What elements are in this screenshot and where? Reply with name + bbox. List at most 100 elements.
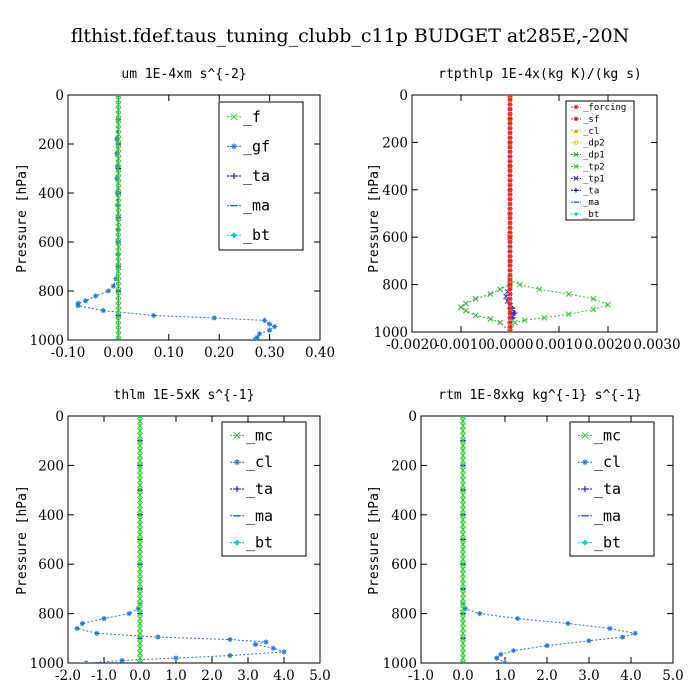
data-point <box>137 585 143 592</box>
data-point <box>115 106 122 113</box>
data-point <box>94 630 100 636</box>
data-point <box>110 283 116 289</box>
data-point <box>507 253 513 259</box>
data-point <box>115 234 122 241</box>
data-point <box>115 224 122 231</box>
x-tick-label: 2.0 <box>536 668 557 684</box>
data-point <box>460 432 466 439</box>
panel-rtpthlp: rtpthlp 1E-4x(kg K)/(kg s) Pressure [hPa… <box>367 67 681 353</box>
data-point <box>115 121 122 128</box>
data-point <box>137 501 143 508</box>
legend-label: _tp2 <box>583 162 605 172</box>
legend-item: _f <box>227 108 261 126</box>
data-point <box>460 561 466 568</box>
data-point <box>115 150 122 157</box>
series-mc <box>460 416 466 663</box>
x-tick-label: -1.0 <box>408 668 434 684</box>
data-point <box>263 639 269 645</box>
x-tick-label: -0.10 <box>51 345 86 361</box>
data-point <box>460 487 466 494</box>
data-point <box>115 199 122 206</box>
series-forcing <box>507 95 513 332</box>
plot-frame <box>411 94 658 333</box>
legend-item: _cl <box>578 453 621 471</box>
data-point <box>460 541 466 548</box>
data-point <box>137 551 143 558</box>
data-point <box>565 620 571 627</box>
data-point <box>507 300 513 307</box>
data-point <box>460 442 466 449</box>
data-point <box>115 136 122 143</box>
y-tick-label: 200 <box>382 135 408 151</box>
data-point <box>137 452 143 459</box>
data-point <box>516 281 523 288</box>
data-point <box>75 303 81 309</box>
data-point <box>115 170 122 177</box>
data-point <box>173 655 179 661</box>
data-point <box>460 521 466 528</box>
legend-marker <box>231 232 237 239</box>
data-point <box>115 214 122 221</box>
data-point <box>515 615 521 622</box>
data-point <box>115 322 122 329</box>
data-point <box>507 177 513 183</box>
data-point <box>586 638 592 644</box>
data-point <box>101 615 107 622</box>
data-point <box>115 96 122 103</box>
y-axis-label: Pressure [hPa] <box>15 163 30 273</box>
data-point <box>115 263 122 270</box>
plot-area <box>458 95 611 332</box>
data-point <box>137 566 143 573</box>
legend-item: _dp1 <box>571 151 605 161</box>
legend-label: _gf <box>243 137 270 155</box>
x-tick-label: -0.0020 <box>386 337 438 353</box>
data-point <box>460 585 466 592</box>
legend-label: _tp1 <box>583 174 605 184</box>
data-point <box>137 427 143 434</box>
panel-title: rtpthlp 1E-4x(kg K)/(kg s) <box>438 67 642 82</box>
data-point <box>137 600 143 607</box>
data-point <box>137 526 143 533</box>
data-point <box>507 201 513 207</box>
data-point <box>502 660 508 663</box>
x-tick-label: 0.10 <box>154 345 184 361</box>
legend-item: _bt <box>230 534 273 552</box>
data-point <box>115 126 122 133</box>
data-point <box>620 634 626 640</box>
data-point <box>507 244 513 250</box>
data-point <box>460 590 466 597</box>
legend-item: _mc <box>578 426 621 444</box>
data-point <box>460 581 466 587</box>
y-tick-label: 600 <box>38 235 64 251</box>
data-point <box>137 521 143 528</box>
data-point <box>115 194 122 201</box>
legend-marker <box>230 113 238 121</box>
data-point <box>507 139 513 145</box>
x-tick-label: 0.30 <box>255 345 285 361</box>
data-point <box>507 206 513 212</box>
legend-item: _bt <box>578 534 621 552</box>
y-tick-label: 200 <box>38 137 64 153</box>
data-point <box>507 286 513 292</box>
data-point <box>115 160 122 167</box>
data-point <box>507 154 513 160</box>
data-point <box>507 106 513 112</box>
data-point <box>507 196 513 202</box>
data-point <box>115 288 122 294</box>
data-point <box>460 506 466 513</box>
data-point <box>460 482 466 489</box>
data-point <box>137 620 143 627</box>
y-tick-label: 1000 <box>383 656 417 672</box>
data-point <box>137 650 143 657</box>
data-point <box>460 452 466 459</box>
legend-marker <box>573 140 579 145</box>
data-point <box>137 442 143 449</box>
legend-marker <box>234 539 240 546</box>
data-point <box>114 190 120 196</box>
legend-marker <box>581 432 589 439</box>
legend-label: _cl <box>594 453 621 471</box>
plot-area <box>75 95 278 340</box>
data-point <box>460 457 466 464</box>
panel-um: um 1E-4xm s^{-2} Pressure [hPa] -0.10 0.0… <box>15 67 335 361</box>
